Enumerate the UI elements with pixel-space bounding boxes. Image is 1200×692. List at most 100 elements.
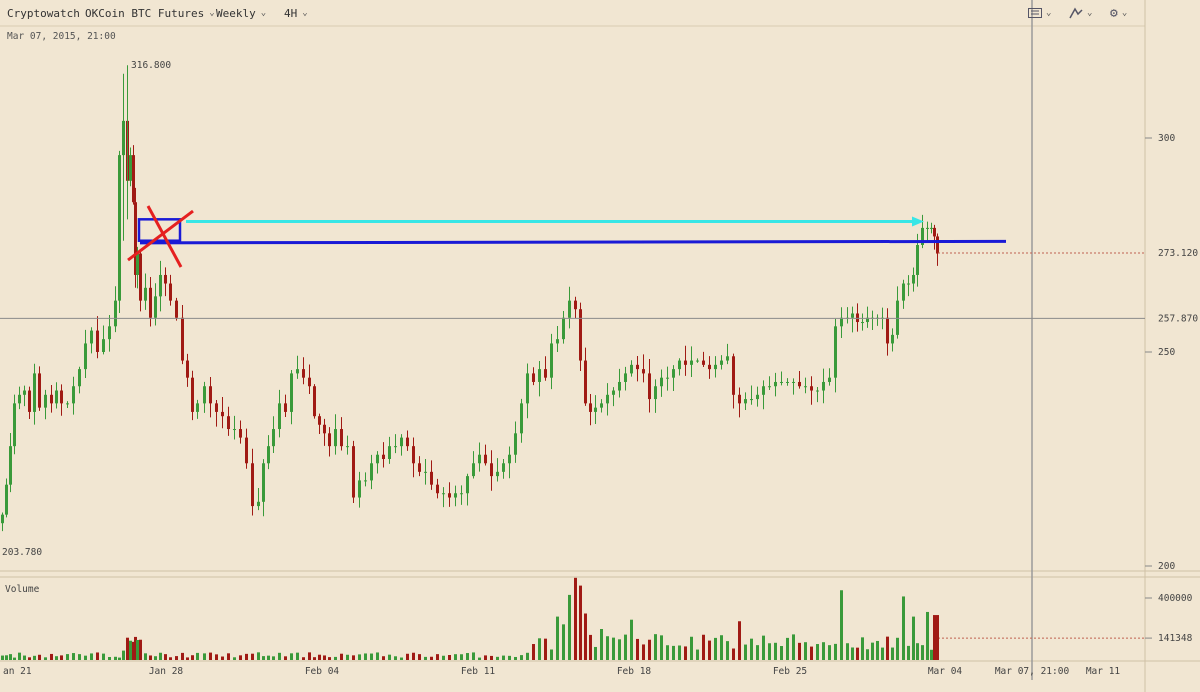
candle-body — [861, 322, 864, 324]
volume-bar — [562, 624, 565, 660]
range-selector[interactable]: Weekly ⌄ — [216, 6, 267, 20]
volume-bar — [169, 657, 172, 660]
volume-bar — [840, 590, 843, 660]
candle-body — [891, 334, 894, 344]
time-axis-label: Feb 11 — [461, 666, 496, 677]
chevron-down-icon: ⌄ — [209, 8, 215, 18]
candle-body — [696, 360, 699, 362]
volume-bar — [164, 654, 167, 660]
candle-body — [792, 381, 795, 383]
candle-body — [9, 446, 12, 485]
candle-body — [418, 463, 421, 472]
volume-bar — [584, 613, 587, 660]
volume-bar — [430, 656, 433, 660]
candle-body — [550, 343, 553, 378]
candle-body — [412, 446, 415, 464]
candle-body — [191, 377, 194, 412]
keyboard-shortcuts-button[interactable]: ⌄ — [1028, 4, 1051, 22]
volume-bar — [490, 655, 493, 660]
candle-body — [851, 313, 854, 318]
settings-button[interactable]: ⚙ ⌄ — [1110, 4, 1127, 22]
volume-bar — [251, 653, 254, 660]
time-axis-label: Feb 04 — [305, 666, 340, 677]
candle-body — [912, 274, 915, 284]
chevron-down-icon: ⌄ — [1087, 8, 1093, 18]
candle-body — [272, 429, 275, 447]
brand-label: Cryptowatch — [7, 6, 80, 20]
blue-resistance-line — [139, 239, 1007, 245]
candle-body — [388, 446, 391, 459]
candle-body — [472, 463, 475, 477]
volume-bar — [370, 653, 373, 660]
candle-body — [448, 493, 451, 498]
volume-bar — [660, 635, 663, 660]
volume-bar — [648, 639, 651, 660]
volume-bar — [136, 639, 139, 660]
volume-bar — [313, 657, 316, 660]
candle-body — [514, 433, 517, 455]
candle-body — [902, 283, 905, 301]
candle-body — [262, 463, 265, 502]
volume-bar — [732, 648, 735, 660]
volume-bar — [284, 656, 287, 660]
volume-bar — [574, 577, 577, 660]
volume-bar — [60, 655, 63, 660]
chevron-down-icon: ⌄ — [302, 8, 308, 18]
volume-bar — [108, 657, 111, 660]
volume-bar — [896, 637, 899, 660]
volume-bar — [33, 655, 36, 660]
volume-bar — [400, 657, 403, 660]
candle-body — [612, 390, 615, 395]
volume-bar — [454, 654, 457, 660]
volume-bar — [851, 647, 854, 660]
candle-body — [84, 343, 87, 370]
candle-body — [376, 454, 379, 464]
candle-body — [568, 300, 571, 318]
volume-bar — [926, 611, 929, 660]
volume-bar — [708, 640, 711, 660]
candle-body — [907, 283, 910, 285]
candle-body — [780, 381, 783, 383]
candle-body — [60, 390, 63, 404]
candle-body — [221, 411, 224, 417]
candle-body — [762, 386, 765, 395]
volume-bar — [78, 654, 81, 660]
volume-bar — [154, 656, 157, 660]
volume-bar — [334, 656, 337, 660]
candle-body — [364, 480, 367, 482]
candle-body — [139, 253, 142, 301]
candle-body — [654, 386, 657, 400]
candle-body — [308, 377, 311, 387]
time-axis-label: Mar 07, 21:00 — [995, 666, 1070, 677]
low-price-label: 203.780 — [2, 547, 42, 558]
candle-body — [921, 227, 924, 245]
volume-bar — [786, 637, 789, 660]
candle-body — [78, 369, 81, 387]
candle-body — [358, 480, 361, 498]
volume-bar — [424, 656, 427, 660]
volume-bar — [215, 654, 218, 660]
candle-body — [129, 155, 132, 181]
volume-bar — [744, 644, 747, 660]
drawing-tools-button[interactable]: ⌄ — [1069, 4, 1092, 22]
volume-bar — [126, 637, 129, 660]
candle-body — [55, 390, 58, 404]
volume-bar — [472, 652, 475, 660]
volume-bar — [690, 636, 693, 660]
candle-body — [251, 463, 254, 507]
volume-bar — [780, 646, 783, 660]
volume-bar — [227, 653, 230, 660]
interval-selector[interactable]: 4H ⌄ — [284, 6, 308, 20]
volume-bar — [102, 653, 105, 660]
candle-body — [606, 394, 609, 404]
volume-bar — [798, 642, 801, 660]
candle-body — [90, 330, 93, 344]
candle-body — [866, 317, 869, 323]
volume-bar — [382, 656, 385, 660]
market-selector[interactable]: OKCoin BTC Futures ⌄ — [85, 6, 215, 20]
volume-bar — [44, 657, 47, 660]
candle-body — [520, 403, 523, 434]
time-axis-label: an 21 — [3, 666, 32, 677]
volume-bar — [346, 654, 349, 660]
